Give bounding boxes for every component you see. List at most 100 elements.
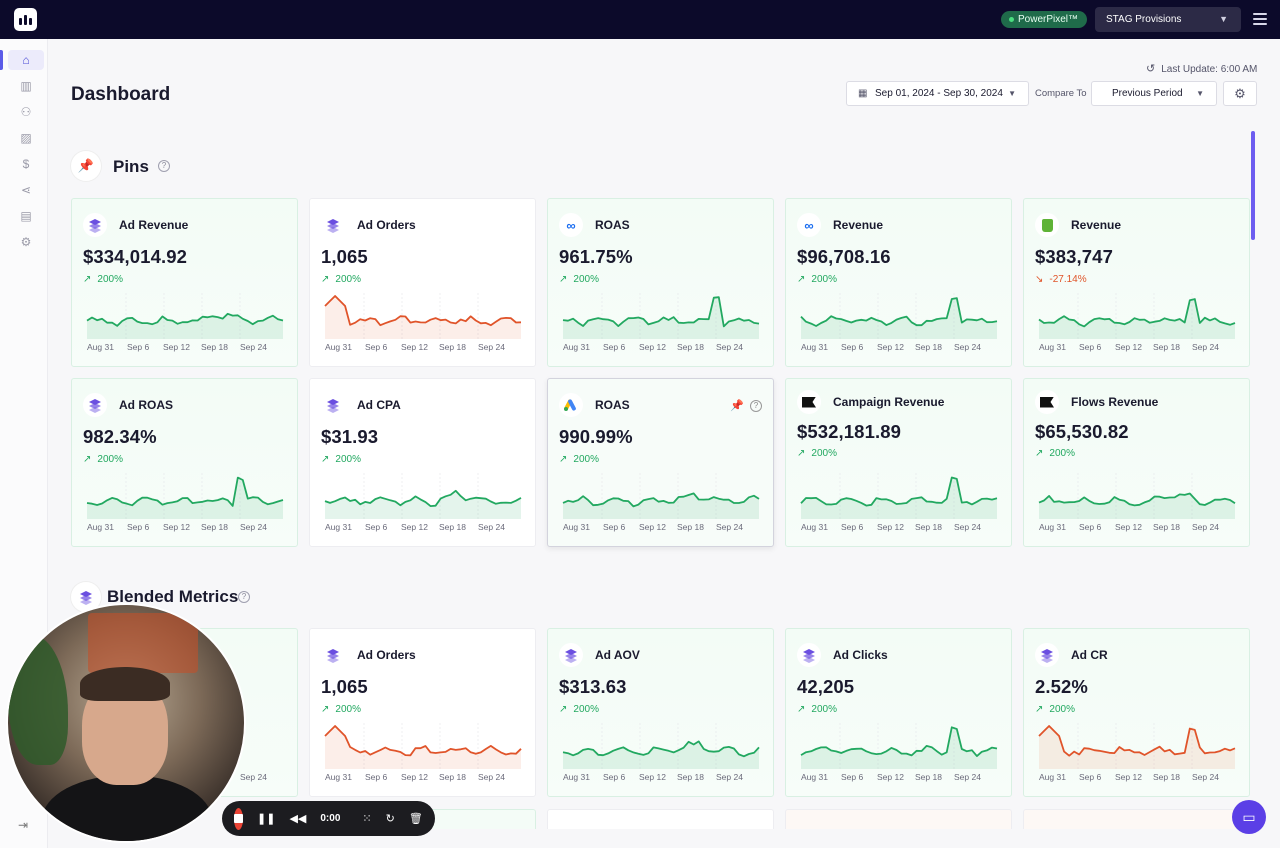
metric-card[interactable]: Ad CR 2.52% ↗ 200% Aug 31 Sep 6 Sep 12 Sep 18 Se…	[1023, 628, 1250, 797]
x-axis-label: Sep 24	[240, 772, 267, 782]
date-range-value: Sep 01, 2024 - Sep 30, 2024	[875, 88, 1003, 99]
card-change: ↗ 200%	[83, 274, 123, 285]
trash-icon[interactable]: 🗑	[408, 813, 423, 825]
reports-icon[interactable]: ▤	[20, 209, 32, 223]
x-axis-label: Aug 31	[563, 522, 590, 532]
card-title: Campaign Revenue	[833, 395, 945, 409]
sparkline-chart	[1038, 293, 1236, 339]
sparkline-line	[324, 295, 522, 327]
x-axis-label: Sep 12	[639, 522, 666, 532]
card-title: Ad CR	[1071, 648, 1108, 662]
x-axis-label: Sep 12	[877, 342, 904, 352]
x-axis-label: Sep 6	[603, 772, 626, 782]
card-header: Ad Orders	[321, 643, 416, 667]
metric-card[interactable]: Revenue $383,747 ↘ -27.14% Aug 31 Sep 6 Sep 12…	[1023, 198, 1250, 367]
chat-button[interactable]: ▭	[1232, 800, 1266, 834]
rewind-icon[interactable]: ◀◀	[289, 813, 307, 825]
card-icon-wrap	[321, 643, 345, 667]
metric-card[interactable]: Campaign Revenue $532,181.89 ↗ 200% Aug 31 Se…	[785, 378, 1012, 547]
x-axis-label: Sep 12	[401, 522, 428, 532]
stop-record-button[interactable]	[234, 807, 243, 830]
metric-card[interactable]: Ad AOV $313.63 ↗ 200% Aug 31 Sep 6 Sep 12 Sep 1…	[547, 628, 774, 797]
x-axis-label: Sep 18	[439, 772, 466, 782]
trend-down-icon: ↘	[1035, 274, 1044, 285]
sparkline-line	[86, 312, 284, 327]
card-title: Ad Orders	[357, 648, 416, 662]
card-change-value: 200%	[1049, 448, 1075, 459]
x-axis-label: Sep 6	[127, 522, 150, 532]
x-axis-label: Aug 31	[87, 342, 114, 352]
pin-icon[interactable]: 📌	[730, 400, 744, 412]
google-ads-icon	[563, 398, 578, 412]
metric-card[interactable]: ∞ ROAS 961.75% ↗ 200% Aug 31 Sep 6 Sep 12 Sep 18…	[547, 198, 774, 367]
restart-icon[interactable]: ↻	[385, 813, 395, 825]
help-icon[interactable]: ?	[238, 591, 250, 603]
chevron-down-icon: ▼	[1219, 14, 1228, 24]
dollar-icon[interactable]: $	[22, 157, 30, 171]
klaviyo-icon	[1040, 396, 1054, 408]
help-icon[interactable]: ?	[750, 399, 762, 412]
metric-card[interactable]: ∞ Revenue $96,708.16 ↗ 200% Aug 31 Sep 6 Sep 12…	[785, 198, 1012, 367]
partial-card	[547, 809, 774, 829]
card-change: ↗ 200%	[797, 448, 837, 459]
card-icon-wrap: ∞	[559, 213, 583, 237]
card-value: 2.52%	[1035, 676, 1088, 697]
store-select[interactable]: STAG Provisions ▼	[1095, 7, 1241, 32]
sparkline-area	[325, 490, 521, 519]
card-change-value: 200%	[1049, 704, 1075, 715]
metric-card[interactable]: Ad Orders 1,065 ↗ 200% Aug 31 Sep 6 Sep 12 Sep …	[309, 198, 536, 367]
metric-card[interactable]: Ad CPA $31.93 ↗ 200% Aug 31 Sep 6 Sep 12 Sep 18…	[309, 378, 536, 547]
card-icon-wrap	[1035, 643, 1059, 667]
stack-icon	[89, 399, 101, 413]
metric-card[interactable]: ROAS 📌? 990.99% ↗ 200% Aug 31 Sep 6 Sep 12 Sep 1…	[547, 378, 774, 547]
sparkline-line	[800, 726, 998, 757]
x-axis-label: Sep 6	[603, 522, 626, 532]
card-change-value: 200%	[573, 704, 599, 715]
card-value: $65,530.82	[1035, 421, 1129, 442]
metric-card[interactable]: Ad Orders 1,065 ↗ 200% Aug 31 Sep 6 Sep 12 Sep …	[309, 628, 536, 797]
x-axis-label: Sep 6	[365, 522, 388, 532]
users-icon[interactable]: ⚇	[20, 105, 32, 119]
sparkline-area	[801, 298, 997, 339]
settings-button[interactable]: ⚙	[1223, 81, 1257, 106]
menu-icon[interactable]	[1253, 13, 1267, 25]
store-select-label: STAG Provisions	[1106, 14, 1182, 25]
compare-select[interactable]: Previous Period ▼	[1091, 81, 1217, 106]
metric-card[interactable]: Ad Revenue $334,014.92 ↗ 200% Aug 31 Sep 6 Sep…	[71, 198, 298, 367]
home-icon[interactable]: ⌂	[0, 50, 44, 70]
scrollbar-thumb[interactable]	[1251, 131, 1255, 240]
compare-label: Compare To	[1035, 88, 1087, 99]
x-axis-label: Sep 24	[954, 522, 981, 532]
x-axis-label: Sep 18	[1153, 772, 1180, 782]
sparkline-chart	[562, 723, 760, 769]
card-title: Ad Revenue	[119, 218, 189, 232]
gear-icon[interactable]: ⚙	[20, 235, 32, 249]
image-icon[interactable]: ▨	[20, 131, 32, 145]
x-axis-label: Sep 24	[716, 522, 743, 532]
metric-card[interactable]: Ad Clicks 42,205 ↗ 200% Aug 31 Sep 6 Sep 12 Sep…	[785, 628, 1012, 797]
share-icon[interactable]: ⋖	[20, 183, 32, 197]
sparkline-line	[562, 492, 760, 508]
date-range-picker[interactable]: ▦ Sep 01, 2024 - Sep 30, 2024 ▼	[846, 81, 1029, 106]
chart-icon[interactable]: ▥	[20, 79, 32, 93]
metric-card[interactable]: Ad ROAS 982.34% ↗ 200% Aug 31 Sep 6 Sep 12 Sep …	[71, 378, 298, 547]
last-update: ↺ Last Update: 6:00 AM	[1146, 62, 1257, 75]
app-logo[interactable]	[14, 8, 37, 31]
card-change-value: 200%	[97, 274, 123, 285]
sparkline-area	[87, 313, 283, 339]
x-axis-label: Sep 12	[639, 772, 666, 782]
sparkline-chart	[1038, 473, 1236, 519]
powerpixel-badge[interactable]: PowerPixel™	[1001, 11, 1088, 28]
logout-icon[interactable]: ⇥	[18, 818, 29, 832]
help-icon[interactable]: ?	[158, 160, 170, 172]
x-axis-label: Sep 24	[716, 342, 743, 352]
metric-card[interactable]: Flows Revenue $65,530.82 ↗ 200% Aug 31 Sep 6 S…	[1023, 378, 1250, 547]
x-axis-label: Sep 18	[915, 342, 942, 352]
page-title: Dashboard	[71, 84, 171, 105]
card-title: Ad ROAS	[119, 398, 173, 412]
trend-up-icon: ↗	[321, 454, 330, 465]
pause-icon[interactable]: ❚❚	[257, 813, 276, 825]
grid-icon[interactable]: ⁙	[362, 813, 372, 825]
card-value: 961.75%	[559, 246, 633, 267]
x-axis-label: Aug 31	[1039, 522, 1066, 532]
